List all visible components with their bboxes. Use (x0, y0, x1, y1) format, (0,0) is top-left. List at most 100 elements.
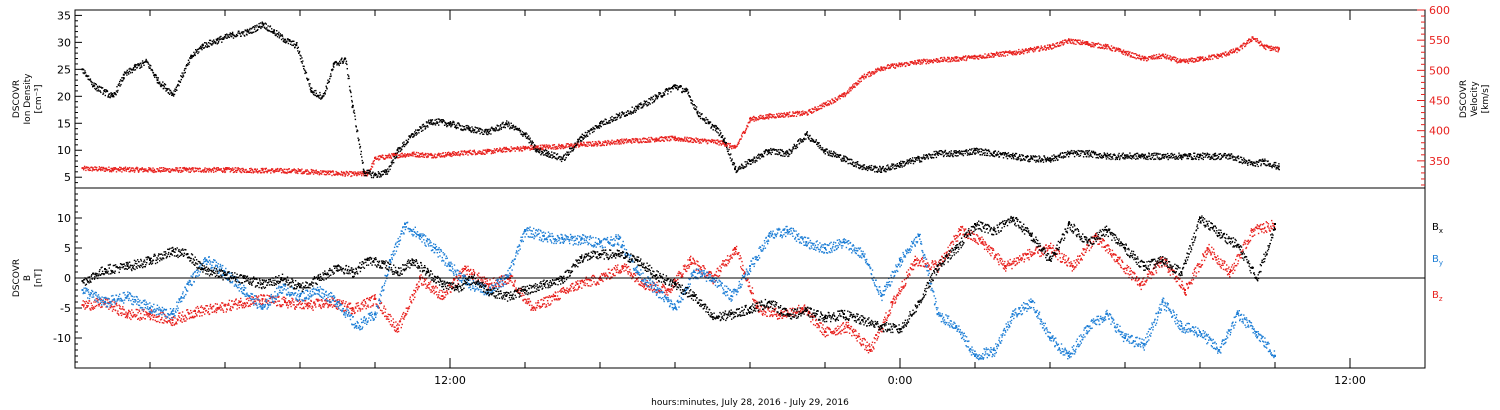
velocity-series-dot (1040, 45, 1042, 47)
density-series-dot (965, 149, 968, 151)
density-series-dot (1017, 156, 1019, 159)
velocity-series-dot (316, 173, 319, 175)
velocity-series-dot (784, 116, 786, 118)
density-series-dot (436, 121, 438, 123)
velocity-series-point (1161, 54, 1164, 57)
density-series-dot (750, 160, 753, 162)
density-series-dot (752, 161, 754, 164)
velocity-series-dot (147, 169, 150, 171)
velocity-series-dot (1089, 43, 1091, 45)
density-series-dot (208, 39, 211, 42)
density-series-dot (263, 26, 266, 28)
velocity-series-dot (461, 150, 463, 152)
velocity-series-dot (838, 96, 840, 98)
density-series-dot (192, 55, 195, 58)
density-series-dot (929, 154, 931, 156)
velocity-series-dot (205, 171, 207, 173)
velocity-series-dot (667, 139, 669, 142)
density-series-dot (501, 123, 504, 125)
velocity-series-dot (1019, 53, 1021, 55)
density-series-dot (486, 129, 488, 131)
velocity-series-dot (1212, 58, 1214, 60)
density-series-dot (845, 160, 848, 163)
density-series-dot (219, 38, 222, 40)
velocity-series-dot (897, 64, 900, 66)
density-series-dot (1020, 159, 1023, 161)
density-series-dot (949, 154, 952, 156)
velocity-series-dot (1098, 46, 1100, 48)
density-series-dot (391, 160, 393, 162)
density-series-dot (93, 82, 95, 84)
velocity-series-dot (99, 167, 101, 169)
density-series-dot (945, 152, 947, 154)
velocity-series-dot (1275, 50, 1277, 52)
velocity-series-dot (696, 139, 699, 141)
density-series-dot (830, 150, 832, 152)
velocity-series-dot (734, 145, 736, 148)
velocity-series-dot (724, 145, 726, 147)
velocity-series-dot (804, 111, 806, 113)
velocity-series-dot (557, 145, 560, 147)
density-series-dot (201, 46, 204, 48)
velocity-series-dot (753, 116, 756, 119)
density-series-dot (658, 92, 660, 94)
velocity-series-dot (206, 167, 208, 170)
density-series-dot (499, 125, 502, 127)
density-series-dot (1012, 156, 1015, 159)
velocity-series-point (974, 55, 976, 58)
density-series-dot (492, 128, 494, 130)
velocity-series-dot (1062, 39, 1064, 42)
density-series-dot (648, 102, 650, 104)
velocity-series-dot (231, 167, 234, 169)
velocity-series-dot (1218, 55, 1221, 58)
velocity-series-dot (1052, 43, 1054, 45)
density-series-dot (442, 119, 444, 121)
density-series-dot (508, 122, 510, 124)
density-series-dot (818, 142, 820, 144)
velocity-series-dot (1104, 47, 1106, 49)
velocity-series-dot (501, 151, 504, 153)
density-series-dot (940, 150, 943, 152)
velocity-series-dot (570, 144, 573, 147)
density-series-dot (869, 165, 871, 167)
density-series-dot (973, 149, 975, 152)
density-series-dot (1079, 154, 1082, 157)
velocity-series-dot (677, 139, 679, 141)
velocity-series-dot (897, 65, 899, 68)
velocity-series-dot (848, 92, 850, 94)
velocity-series-dot (578, 146, 580, 148)
velocity-series-dot (1070, 38, 1072, 40)
density-series-dot (1043, 155, 1046, 157)
velocity-series-dot (547, 146, 549, 149)
velocity-series-dot (563, 145, 565, 148)
velocity-series-dot (181, 169, 183, 172)
density-series-dot (163, 86, 165, 88)
density-series-dot (538, 150, 540, 152)
velocity-series-dot (1055, 46, 1058, 48)
velocity-series-dot (953, 58, 955, 60)
density-series-dot (258, 23, 260, 25)
velocity-series-dot (916, 62, 918, 64)
velocity-series-dot (604, 141, 606, 144)
density-series-dot (261, 21, 263, 23)
velocity-series-dot (500, 151, 502, 153)
velocity-series-dot (415, 151, 418, 154)
density-series-dot (960, 152, 962, 155)
density-series-dot (857, 163, 859, 166)
velocity-series-dot (291, 170, 294, 172)
velocity-series-dot (1223, 53, 1226, 55)
velocity-series-dot (445, 154, 447, 156)
velocity-series-dot (936, 61, 938, 63)
velocity-series-dot (675, 139, 677, 141)
density-series-dot (746, 161, 748, 163)
velocity-series-dot (118, 169, 120, 172)
velocity-series-dot (108, 168, 110, 171)
velocity-series-dot (431, 157, 433, 159)
velocity-series-dot (114, 167, 116, 169)
density-series-dot (147, 61, 149, 64)
velocity-series-dot (1108, 46, 1110, 48)
velocity-series-dot (753, 115, 755, 118)
velocity-series-dot (1122, 49, 1125, 51)
density-series-dot (163, 84, 165, 86)
density-series-dot (312, 93, 315, 96)
